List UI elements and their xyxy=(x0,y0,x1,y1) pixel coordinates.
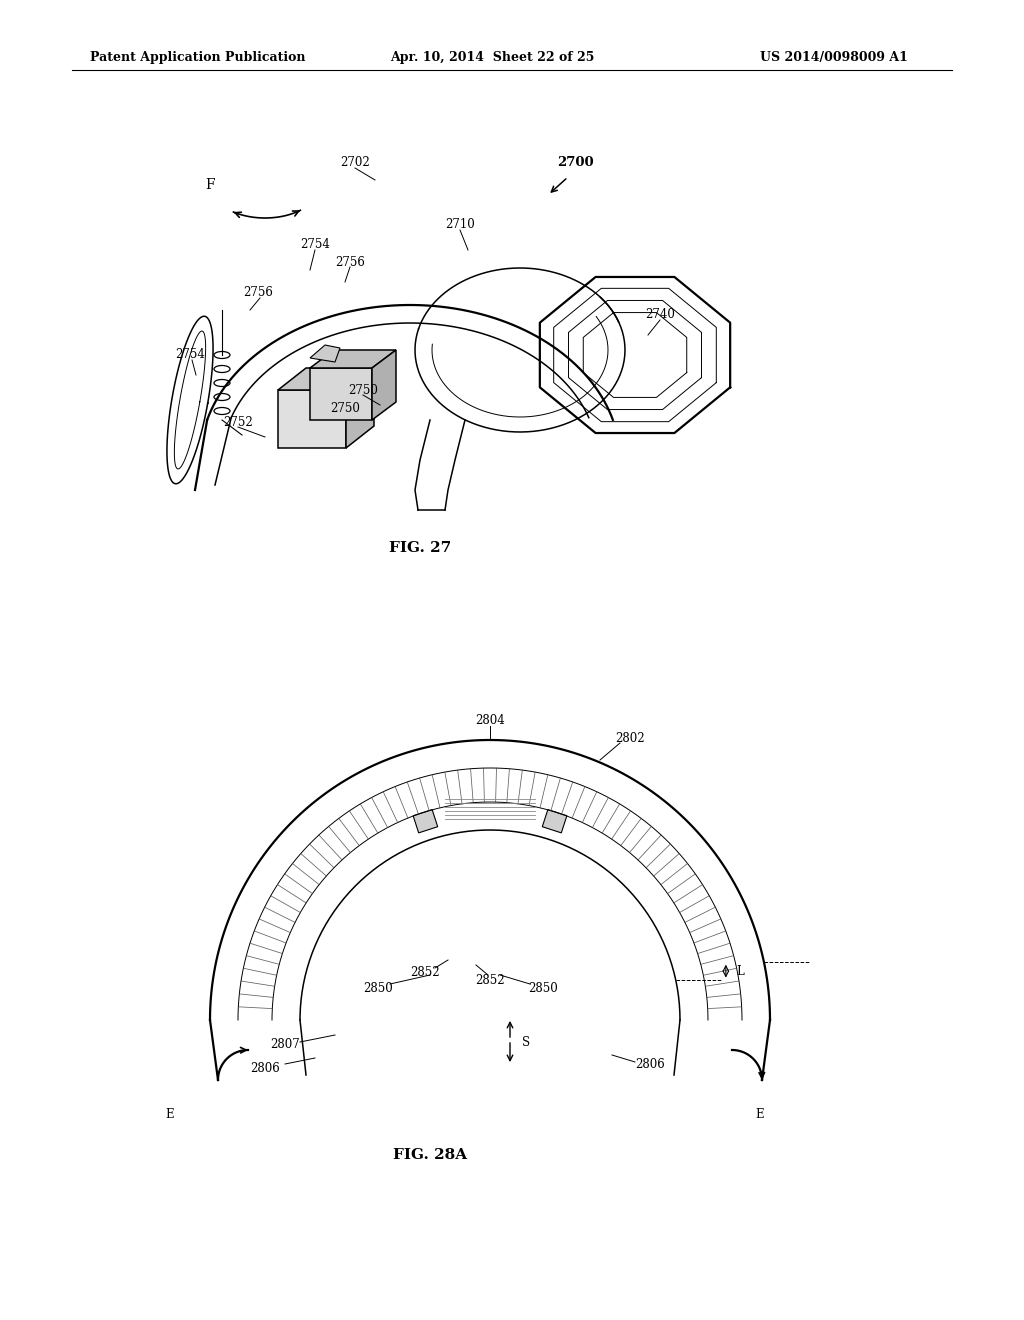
Text: E: E xyxy=(756,1109,764,1122)
Polygon shape xyxy=(543,809,567,833)
Text: Apr. 10, 2014  Sheet 22 of 25: Apr. 10, 2014 Sheet 22 of 25 xyxy=(390,51,594,65)
FancyBboxPatch shape xyxy=(310,368,372,420)
Text: 2852: 2852 xyxy=(411,965,440,978)
Text: 2702: 2702 xyxy=(340,157,370,169)
Text: 2850: 2850 xyxy=(364,982,393,994)
Text: FIG. 28A: FIG. 28A xyxy=(393,1148,467,1162)
Text: 2710: 2710 xyxy=(445,219,475,231)
Text: FIG. 27: FIG. 27 xyxy=(389,541,452,554)
Text: 2804: 2804 xyxy=(475,714,505,726)
Text: Patent Application Publication: Patent Application Publication xyxy=(90,51,305,65)
Text: 2754: 2754 xyxy=(300,239,330,252)
Text: E: E xyxy=(166,1109,174,1122)
Text: 2807: 2807 xyxy=(270,1039,300,1052)
Text: 2806: 2806 xyxy=(250,1061,280,1074)
Polygon shape xyxy=(310,350,396,368)
Text: 2750: 2750 xyxy=(330,401,360,414)
Polygon shape xyxy=(346,368,374,447)
Text: 2802: 2802 xyxy=(615,731,645,744)
Text: 2756: 2756 xyxy=(335,256,365,268)
Text: 2756: 2756 xyxy=(243,286,273,300)
Text: 2752: 2752 xyxy=(223,416,253,429)
Polygon shape xyxy=(310,345,340,362)
Text: 2850: 2850 xyxy=(528,982,558,994)
FancyBboxPatch shape xyxy=(278,389,346,447)
Text: 2740: 2740 xyxy=(645,309,675,322)
Text: 2754: 2754 xyxy=(175,348,205,362)
Text: L: L xyxy=(736,965,743,978)
Text: 2852: 2852 xyxy=(475,974,505,986)
Polygon shape xyxy=(278,368,374,389)
Text: 2750: 2750 xyxy=(348,384,378,396)
Text: 2806: 2806 xyxy=(635,1059,665,1072)
Text: 2700: 2700 xyxy=(557,156,593,169)
Text: S: S xyxy=(522,1036,530,1049)
Polygon shape xyxy=(372,350,396,420)
Text: F: F xyxy=(205,178,215,191)
Text: US 2014/0098009 A1: US 2014/0098009 A1 xyxy=(760,51,908,65)
Polygon shape xyxy=(413,809,437,833)
